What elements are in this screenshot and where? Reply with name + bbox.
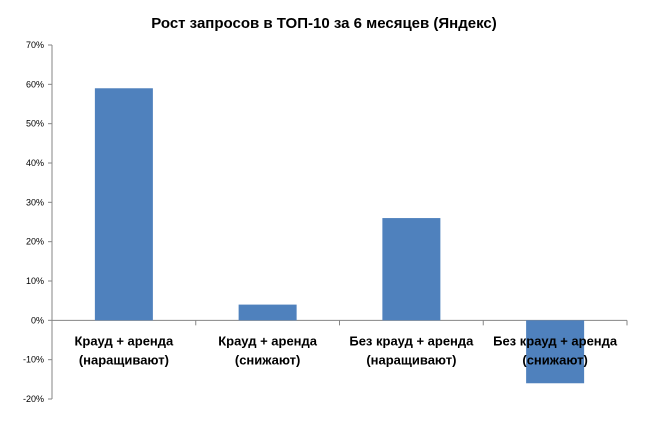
x-axis-labels: Крауд + аренда (наращивают) Крауд + аренда… [74,333,617,367]
y-axis-ticks: 70% 60% 50% 40% 30% 20% 10% 0% -10% -20% [23,40,628,404]
bar [238,304,297,321]
x-tick-label: Крауд + аренда (снижают) [218,333,318,367]
y-tick-label: 40% [26,158,44,168]
y-tick-label: 30% [26,197,44,207]
y-tick-label: -20% [23,394,44,404]
chart-title: Рост запросов в ТОП-10 за 6 месяцев (Янд… [151,15,497,32]
y-tick-label: 60% [26,79,44,89]
y-tick-label: 0% [31,315,44,325]
x-tick-label: Без крауд + аренда (наращивают) [349,333,474,367]
chart-bars [94,88,585,384]
x-tick-label: Без крауд + аренда (снижают) [493,333,618,367]
y-tick-label: -10% [23,355,44,365]
y-tick-label: 20% [26,237,44,247]
bar [526,320,585,384]
bar [382,218,441,321]
y-tick-label: 10% [26,276,44,286]
y-tick-label: 70% [26,40,44,50]
x-tick-label: Крауд + аренда (наращивают) [74,333,174,367]
y-tick-label: 50% [26,119,44,129]
bar [94,88,153,321]
